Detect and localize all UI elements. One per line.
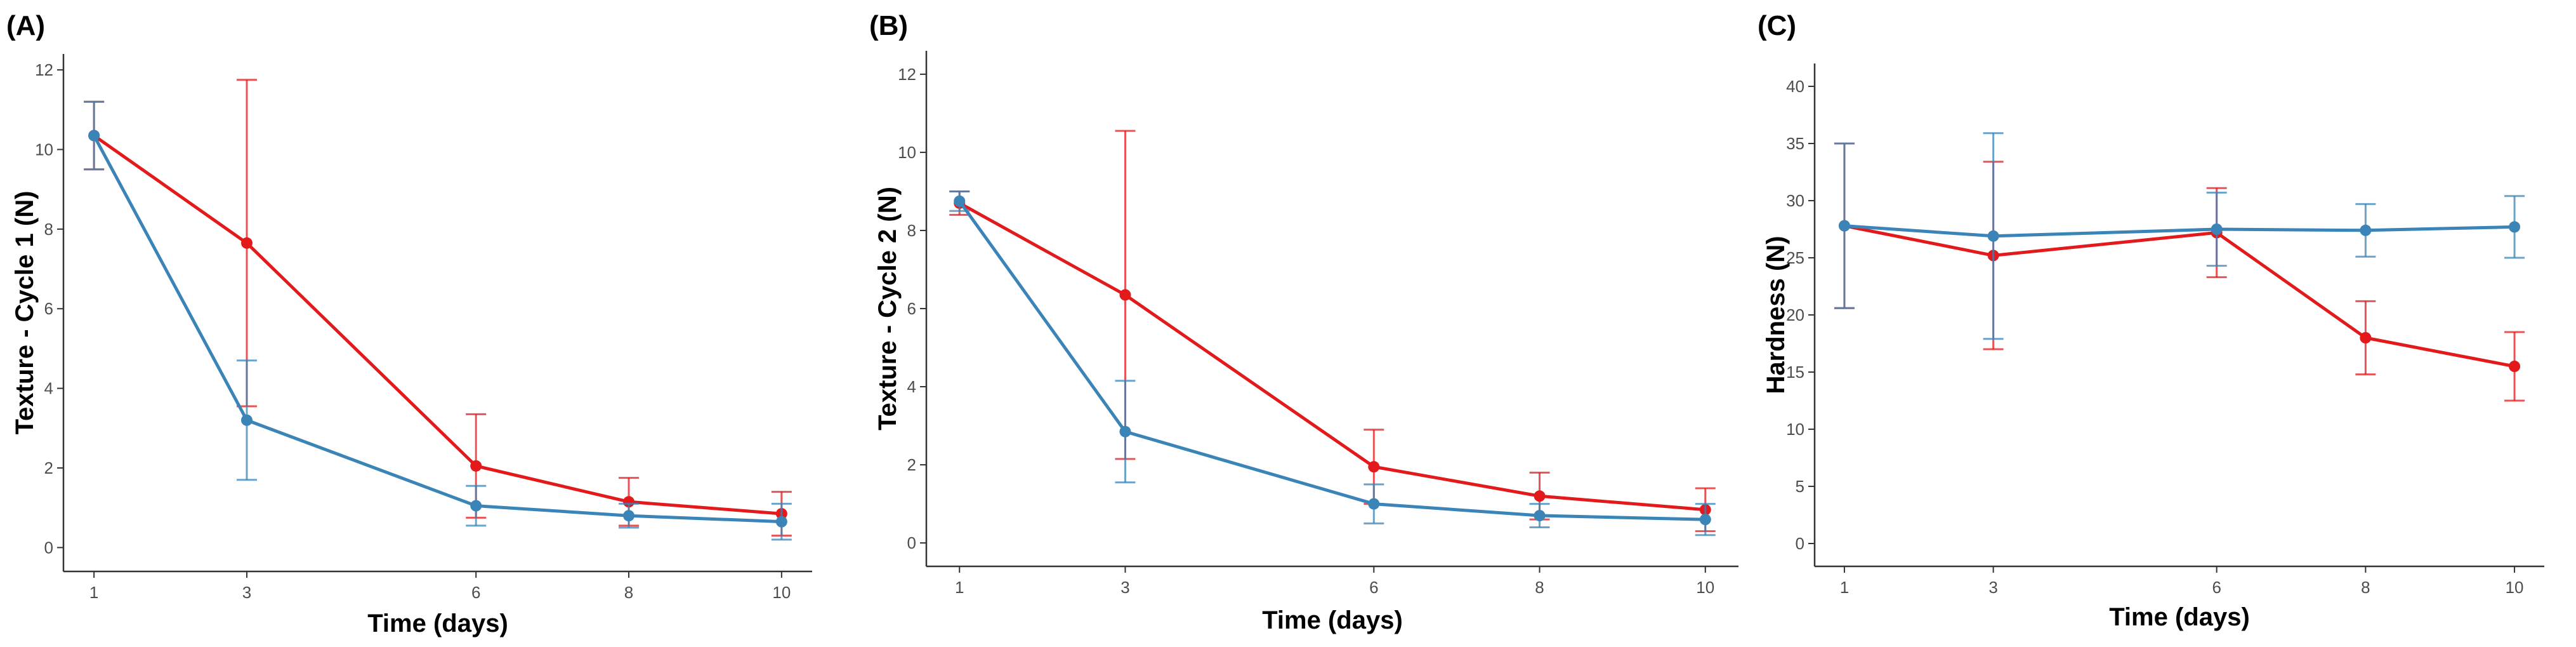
series-line-red	[1844, 224, 2515, 368]
data-point-blue	[88, 130, 100, 142]
series-red	[1834, 142, 2525, 402]
data-point-red	[470, 460, 482, 472]
data-point-blue	[623, 510, 635, 522]
y-tick-label: 30	[1786, 191, 1804, 210]
series-blue	[1834, 132, 2525, 340]
x-tick-label: 8	[624, 583, 633, 602]
data-point-blue	[1987, 230, 1999, 242]
chart-a-svg: (A) 0 2 4 6 8 10 12 1 3 6 8 10 Time (days) Texture - C…	[6, 10, 812, 637]
series-red	[949, 130, 1716, 533]
x-tick-label: 1	[955, 578, 964, 597]
data-point-blue	[470, 500, 482, 512]
data-point-blue	[2360, 224, 2372, 236]
y-tick-label: 8	[44, 220, 53, 239]
y-tick-label: 5	[1796, 477, 1804, 496]
y-tick-label: 10	[1786, 420, 1804, 439]
chart-panel-b: (B) 0 2 4 6 8 10 12 1 3 6 8 10 Time (days) Texture - C…	[863, 0, 1751, 647]
x-tick-label: 10	[2506, 578, 2524, 597]
y-tick-label: 25	[1786, 248, 1804, 267]
y-axis-title: Hardness (N)	[1762, 236, 1790, 394]
data-point-blue	[1368, 498, 1380, 510]
x-tick-label: 1	[1840, 578, 1849, 597]
x-axis-title: Time (days)	[1262, 606, 1403, 634]
x-tick-label: 10	[772, 583, 791, 602]
chart-c-svg: (C) 0 5 10 15 20 25 30 35 40 1 3 6 8 10 Time (days) Hard…	[1758, 10, 2544, 631]
y-axis-title: Texture - Cycle 1 (N)	[11, 191, 39, 435]
data-point-blue	[1119, 425, 1131, 437]
x-axis-title: Time (days)	[2109, 603, 2250, 631]
y-tick-label: 40	[1786, 77, 1804, 96]
panel-label-a: (A)	[6, 10, 45, 41]
y-axis-title: Texture - Cycle 2 (N)	[874, 187, 902, 430]
chart-b-svg: (B) 0 2 4 6 8 10 12 1 3 6 8 10 Time (days) Texture - C…	[869, 10, 1738, 634]
x-tick-label: 8	[2361, 578, 2370, 597]
y-tick-label: 10	[898, 143, 916, 162]
x-tick-label: 6	[2212, 578, 2221, 597]
y-tick-label: 8	[907, 221, 916, 240]
series-line-blue	[92, 135, 782, 524]
series-blue	[84, 100, 792, 541]
panel-label-c: (C)	[1758, 10, 1796, 41]
y-tick-label: 35	[1786, 134, 1804, 153]
y-tick-label: 4	[907, 377, 916, 396]
panel-label-b: (B)	[869, 10, 908, 41]
y-tick-label: 0	[907, 533, 916, 552]
data-point-blue	[240, 414, 253, 426]
x-tick-label: 1	[89, 583, 98, 602]
series-red	[84, 79, 792, 537]
y-tick-label: 12	[898, 65, 916, 84]
x-tick-label: 6	[471, 583, 480, 602]
y-tick-label: 0	[1796, 534, 1804, 553]
y-tick-label: 2	[44, 458, 53, 477]
data-point-red	[1368, 461, 1380, 473]
y-tick-label: 12	[35, 60, 53, 79]
data-point-blue	[1534, 510, 1546, 522]
x-tick-label: 3	[1120, 578, 1129, 597]
series-line-blue	[1844, 224, 2515, 238]
data-point-blue	[775, 516, 787, 528]
x-tick-label: 3	[242, 583, 251, 602]
y-tick-label: 2	[907, 455, 916, 474]
data-point-red	[1119, 289, 1131, 301]
y-tick-label: 0	[44, 538, 53, 557]
series-line-blue	[958, 200, 1705, 521]
x-tick-label: 3	[1988, 578, 1997, 597]
data-point-red	[240, 237, 253, 249]
data-point-blue	[2509, 221, 2521, 233]
y-tick-label: 20	[1786, 305, 1804, 324]
x-tick-label: 8	[1535, 578, 1544, 597]
data-point-blue	[1699, 514, 1711, 526]
x-tick-label: 6	[1369, 578, 1378, 597]
y-tick-label: 6	[44, 299, 53, 318]
x-tick-label: 10	[1696, 578, 1714, 597]
data-point-red	[2509, 361, 2521, 372]
y-tick-label: 4	[44, 379, 53, 398]
y-tick-label: 15	[1786, 363, 1804, 382]
data-point-blue	[954, 195, 966, 207]
data-point-blue	[1838, 220, 1850, 232]
chart-panel-c: (C) 0 5 10 15 20 25 30 35 40 1 3 6 8 10 Time (days) Hard…	[1751, 0, 2576, 647]
data-point-blue	[2211, 223, 2223, 235]
x-axis-title: Time (days)	[367, 610, 508, 637]
data-point-red	[2360, 332, 2372, 344]
data-point-red	[1534, 490, 1546, 502]
y-tick-label: 10	[35, 140, 53, 159]
series-blue	[949, 190, 1716, 537]
chart-panel-a: (A) 0 2 4 6 8 10 12 1 3 6 8 10 Time (days) Texture - C…	[0, 0, 863, 647]
y-tick-label: 6	[907, 299, 916, 318]
